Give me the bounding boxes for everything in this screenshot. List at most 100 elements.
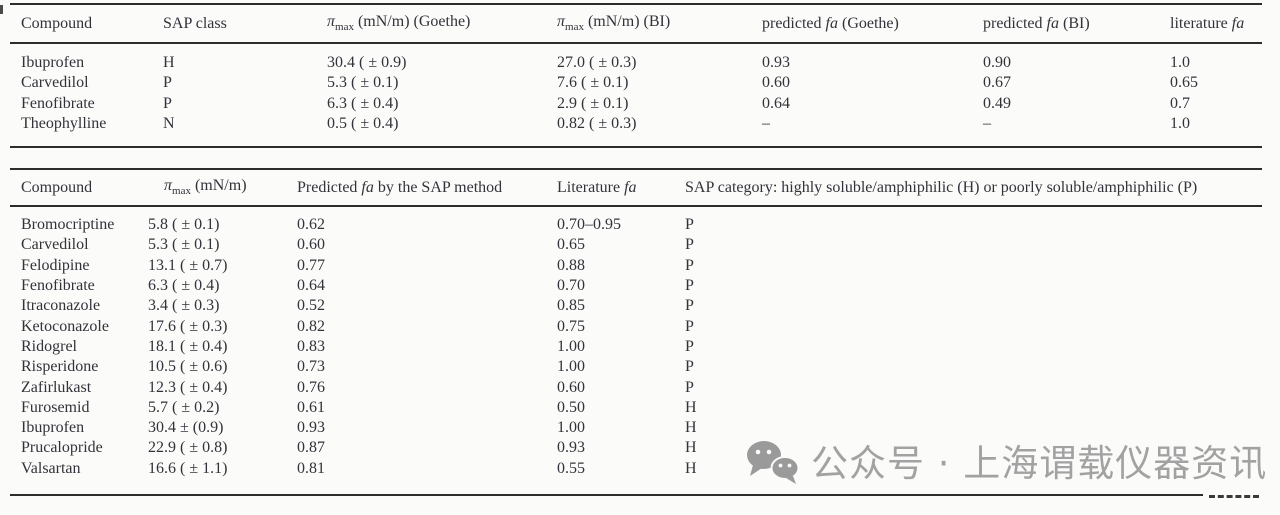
table-row: Prucalopride 22.9 ( ± 0.8) 0.87 0.93 H (10, 438, 1262, 458)
table-cell: Theophylline (21, 115, 107, 133)
surface-pressure-goethe-bi-table: Compound SAP class πmax (mN/m) (Goethe) πma… (10, 3, 1262, 149)
column-header: SAP class (152, 4, 316, 44)
table-row: Valsartan 16.6 ( ± 1.1) 0.81 0.55 H (10, 459, 1262, 495)
table-row: Fenofibrate P 6.3 ( ± 0.4) 2.9 ( ± 0.1) 0.64… (10, 94, 1262, 114)
table-cell: Bromocriptine (21, 216, 115, 234)
table-cell: Felodipine (21, 256, 90, 274)
table-cell: 0.81 (297, 459, 325, 477)
table-cell: 1.00 (557, 337, 585, 355)
table-cell: 0.77 (297, 256, 325, 274)
table-cell: H (685, 419, 697, 437)
table-row: Ibuprofen 30.4 ± (0.9) 0.93 1.00 H (10, 418, 1262, 438)
table-cell: H (163, 54, 175, 72)
table-cell: P (685, 317, 694, 335)
table-cell: 0.62 (297, 216, 325, 234)
table-cell: Risperidone (21, 358, 99, 376)
column-header: πmax (mN/m) (BI) (546, 4, 751, 44)
column-header: predicted fa (BI) (972, 4, 1159, 44)
table-cell: 0.93 (762, 54, 790, 72)
table-cell: 5.3 ( ± 0.1) (148, 236, 220, 254)
watermark: 公众号 · 上海谓载仪器资讯 (744, 438, 1267, 488)
wechat-icon (744, 438, 802, 488)
table-row: Ridogrel 18.1 ( ± 0.4) 0.83 1.00 P (10, 337, 1262, 357)
table-cell: 18.1 ( ± 0.4) (148, 337, 228, 355)
table-cell: 6.3 ( ± 0.4) (148, 277, 220, 295)
table-cell: 0.73 (297, 358, 325, 376)
table-cell: 5.7 ( ± 0.2) (148, 398, 220, 416)
table-cell: 0.65 (1170, 74, 1198, 92)
table-cell: 0.60 (762, 74, 790, 92)
column-header: πmax (mN/m) (Goethe) (316, 4, 546, 44)
table-cell: 0.65 (557, 236, 585, 254)
table-cell: Furosemid (21, 398, 90, 416)
table-cell: P (685, 297, 694, 315)
table-cell: Fenofibrate (21, 277, 95, 295)
header-row: Compound SAP class πmax (mN/m) (Goethe) πma… (10, 4, 1262, 44)
table-cell: 0.82 (297, 317, 325, 335)
table-cell: 0.87 (297, 439, 325, 457)
table-cell: 0.67 (983, 74, 1011, 92)
table-cell: 22.9 ( ± 0.8) (148, 439, 228, 457)
table-cell: 0.64 (297, 277, 325, 295)
table-cell: 1.00 (557, 358, 585, 376)
table-cell: 16.6 ( ± 1.1) (148, 459, 228, 477)
table-cell: P (685, 378, 694, 396)
table-cell: P (685, 337, 694, 355)
table-cell: Ibuprofen (21, 419, 85, 437)
table-row: Carvedilol 5.3 ( ± 0.1) 0.60 0.65 P (10, 235, 1262, 255)
table-cell: 0.82 ( ± 0.3) (557, 115, 637, 133)
table-row: Fenofibrate 6.3 ( ± 0.4) 0.64 0.70 P (10, 276, 1262, 296)
table-cell: 17.6 ( ± 0.3) (148, 317, 228, 335)
table-cell: 1.0 (1170, 54, 1190, 72)
table-cell: 30.4 ± (0.9) (148, 419, 224, 437)
table-row: Felodipine 13.1 ( ± 0.7) 0.77 0.88 P (10, 256, 1262, 276)
table-row: Itraconazole 3.4 ( ± 0.3) 0.52 0.85 P (10, 296, 1262, 316)
table-cell: 0.93 (557, 439, 585, 457)
table-cell: 0.75 (557, 317, 585, 335)
table-cell: P (685, 277, 694, 295)
table-cell: – (983, 115, 991, 133)
table-row: Carvedilol P 5.3 ( ± 0.1) 7.6 ( ± 0.1) 0.60 0… (10, 73, 1262, 93)
table-cell: 5.3 ( ± 0.1) (327, 74, 399, 92)
table-cell: 0.90 (983, 54, 1011, 72)
table-cell: 0.52 (297, 297, 325, 315)
sap-prediction-table: Compound πmax (mN/m) Predicted fa by the S… (10, 168, 1262, 496)
table-cell: 0.60 (557, 378, 585, 396)
table-cell: 30.4 ( ± 0.9) (327, 54, 407, 72)
table-cell: 27.0 ( ± 0.3) (557, 54, 637, 72)
table-cell: Carvedilol (21, 236, 89, 254)
table-cell: H (685, 398, 697, 416)
watermark-text: 公众号 · 上海谓载仪器资讯 (811, 441, 1268, 485)
table-cell: Itraconazole (21, 297, 101, 315)
table-cell: 2.9 ( ± 0.1) (557, 94, 629, 112)
table-row: Ibuprofen H 30.4 ( ± 0.9) 27.0 ( ± 0.3) 0.93… (10, 43, 1262, 73)
table-cell: 0.55 (557, 459, 585, 477)
table-cell: P (685, 358, 694, 376)
table-cell: 0.49 (983, 94, 1011, 112)
table-cell: P (685, 216, 694, 234)
table-cell: 0.76 (297, 378, 325, 396)
column-header: Compound (10, 169, 137, 207)
table-cell: Valsartan (21, 459, 81, 477)
table-cell: 0.61 (297, 398, 325, 416)
table-row: Bromocriptine 5.8 ( ± 0.1) 0.62 0.70–0.95 P (10, 206, 1262, 235)
table-cell: 0.93 (297, 419, 325, 437)
table-cell: H (685, 439, 697, 457)
table-cell: 0.83 (297, 337, 325, 355)
table-cell: 7.6 ( ± 0.1) (557, 74, 629, 92)
table-cell: – (762, 115, 770, 133)
table-cell: Fenofibrate (21, 94, 95, 112)
table-row: Furosemid 5.7 ( ± 0.2) 0.61 0.50 H (10, 398, 1262, 418)
table-cell: 0.5 ( ± 0.4) (327, 115, 399, 133)
table-cell: 12.3 ( ± 0.4) (148, 378, 228, 396)
column-header: SAP category: highly soluble/amphiphilic… (674, 169, 1262, 207)
table-cell: 0.7 (1170, 94, 1190, 112)
table-cell: Ibuprofen (21, 54, 85, 72)
table-cell: 10.5 ( ± 0.6) (148, 358, 228, 376)
column-header: Compound (10, 4, 152, 44)
table-cell: 0.88 (557, 256, 585, 274)
table-cell: 6.3 ( ± 0.4) (327, 94, 399, 112)
table-cell: Ridogrel (21, 337, 77, 355)
table-cell: 0.60 (297, 236, 325, 254)
